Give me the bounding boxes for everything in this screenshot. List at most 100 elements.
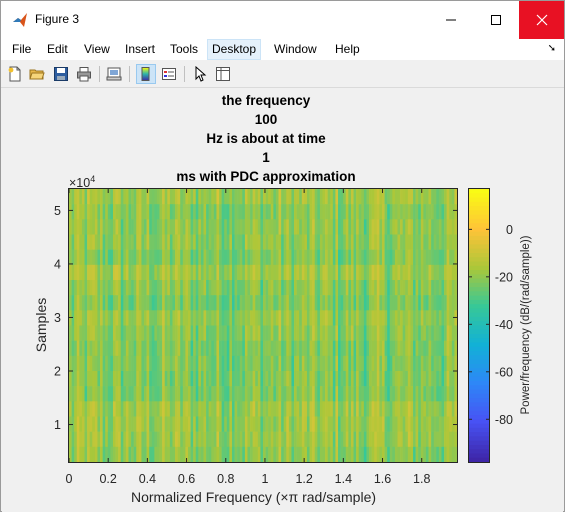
heatmap-cell <box>164 234 168 250</box>
maximize-button[interactable] <box>473 1 518 39</box>
insert-colorbar-button[interactable] <box>136 64 156 84</box>
heatmap-cell <box>294 234 297 250</box>
heatmap-cell <box>410 355 414 372</box>
heatmap-cell <box>79 219 83 235</box>
heatmap-cell <box>338 401 341 417</box>
new-figure-button[interactable] <box>5 64 25 84</box>
colorbar-band <box>469 346 489 352</box>
heatmap-cell <box>299 340 303 357</box>
minimize-button[interactable] <box>428 1 473 39</box>
heatmap-cell <box>394 249 398 266</box>
heatmap-cell <box>286 264 290 281</box>
insert-legend-icon <box>162 68 176 80</box>
heatmap-cell <box>110 340 114 357</box>
heatmap-cell <box>76 189 80 205</box>
heatmap-cell <box>89 204 93 220</box>
heatmap-cell <box>281 204 284 220</box>
heatmap-cell <box>151 264 155 281</box>
menu-view[interactable]: View <box>84 42 110 56</box>
insert-legend-button[interactable] <box>159 64 179 84</box>
heatmap-cell <box>400 295 403 311</box>
heatmap-cell <box>185 371 189 387</box>
colorbar-band <box>469 218 489 224</box>
heatmap-cell <box>110 416 114 432</box>
heatmap-cell <box>226 295 230 311</box>
heatmap-cell <box>193 431 197 448</box>
title-bar[interactable]: Figure 3 <box>1 1 564 39</box>
heatmap-cell <box>446 340 450 357</box>
print-figure-button[interactable] <box>74 64 94 84</box>
heatmap-cell <box>252 264 256 281</box>
heatmap-cell <box>87 204 90 220</box>
heatmap-cell <box>162 386 166 402</box>
heatmap-cell <box>433 295 437 311</box>
heatmap-cell <box>182 204 186 220</box>
heatmap-cell <box>133 189 137 205</box>
heatmap-cell <box>149 280 153 296</box>
heatmap-cell <box>208 280 212 296</box>
heatmap-cell <box>314 234 318 250</box>
heatmap-cell <box>340 371 344 387</box>
property-inspector-button[interactable] <box>213 64 233 84</box>
heatmap-cell <box>195 310 199 326</box>
heatmap-cell <box>185 219 189 235</box>
heatmap-cell <box>268 234 272 250</box>
heatmap-cell <box>125 280 129 296</box>
heatmap-cell <box>164 249 168 266</box>
menu-edit[interactable]: Edit <box>47 42 68 56</box>
menu-file[interactable]: File <box>12 42 32 56</box>
heatmap-cell <box>182 401 186 417</box>
heatmap-cell <box>247 189 251 205</box>
heatmap-cell <box>397 355 401 372</box>
heatmap-cell <box>281 325 284 341</box>
heatmap-cell <box>94 416 98 432</box>
heatmap-cell <box>213 340 217 357</box>
heatmap-cell <box>407 401 411 417</box>
save-figure-button[interactable] <box>51 64 71 84</box>
heatmap-cell <box>71 295 75 311</box>
heatmap-cell <box>105 204 109 220</box>
heatmap-cell <box>338 295 341 311</box>
heatmap-cell <box>309 446 313 462</box>
heatmap-cell <box>299 416 303 432</box>
dock-figure-icon[interactable]: ➘ <box>547 43 556 54</box>
heatmap-cell <box>100 371 103 387</box>
heatmap-cell <box>286 234 290 250</box>
heatmap-cell <box>438 249 442 266</box>
heatmap-cell <box>369 446 372 462</box>
link-plot-button[interactable] <box>104 64 124 84</box>
heatmap-cell <box>265 371 269 387</box>
heatmap-cell <box>441 310 445 326</box>
heatmap-cell <box>239 416 243 432</box>
close-button[interactable] <box>519 1 564 39</box>
heatmap-cell <box>294 446 297 462</box>
heatmap-cell <box>182 340 186 357</box>
heatmap-cell <box>451 234 455 250</box>
heatmap-cell <box>270 416 274 432</box>
heatmap-cell <box>268 249 272 266</box>
menu-help[interactable]: Help <box>335 42 360 56</box>
heatmap-cell <box>260 264 264 281</box>
heatmap-cell <box>389 416 393 432</box>
menu-window[interactable]: Window <box>274 42 317 56</box>
heatmap-cell <box>226 371 230 387</box>
heatmap-cell <box>444 204 447 220</box>
menu-tools[interactable]: Tools <box>170 42 199 56</box>
menu-insert[interactable]: Insert <box>125 42 156 56</box>
colorbar[interactable] <box>468 188 490 463</box>
heatmap-cell <box>180 280 184 296</box>
pointer-button[interactable] <box>190 64 210 84</box>
heatmap-cell <box>438 310 442 326</box>
spectrogram-axes[interactable] <box>68 188 458 463</box>
heatmap-cell <box>234 431 238 448</box>
heatmap-cell <box>242 189 246 205</box>
window-title: Figure 3 <box>35 12 80 26</box>
heatmap-cell <box>306 371 310 387</box>
heatmap-cell <box>379 401 383 417</box>
heatmap-cell <box>100 431 103 448</box>
heatmap-cell <box>343 234 347 250</box>
heatmap-cell <box>350 371 354 387</box>
heatmap-cell <box>198 280 202 296</box>
menu-desktop[interactable]: Desktop <box>207 39 262 60</box>
open-file-button[interactable] <box>27 64 47 84</box>
